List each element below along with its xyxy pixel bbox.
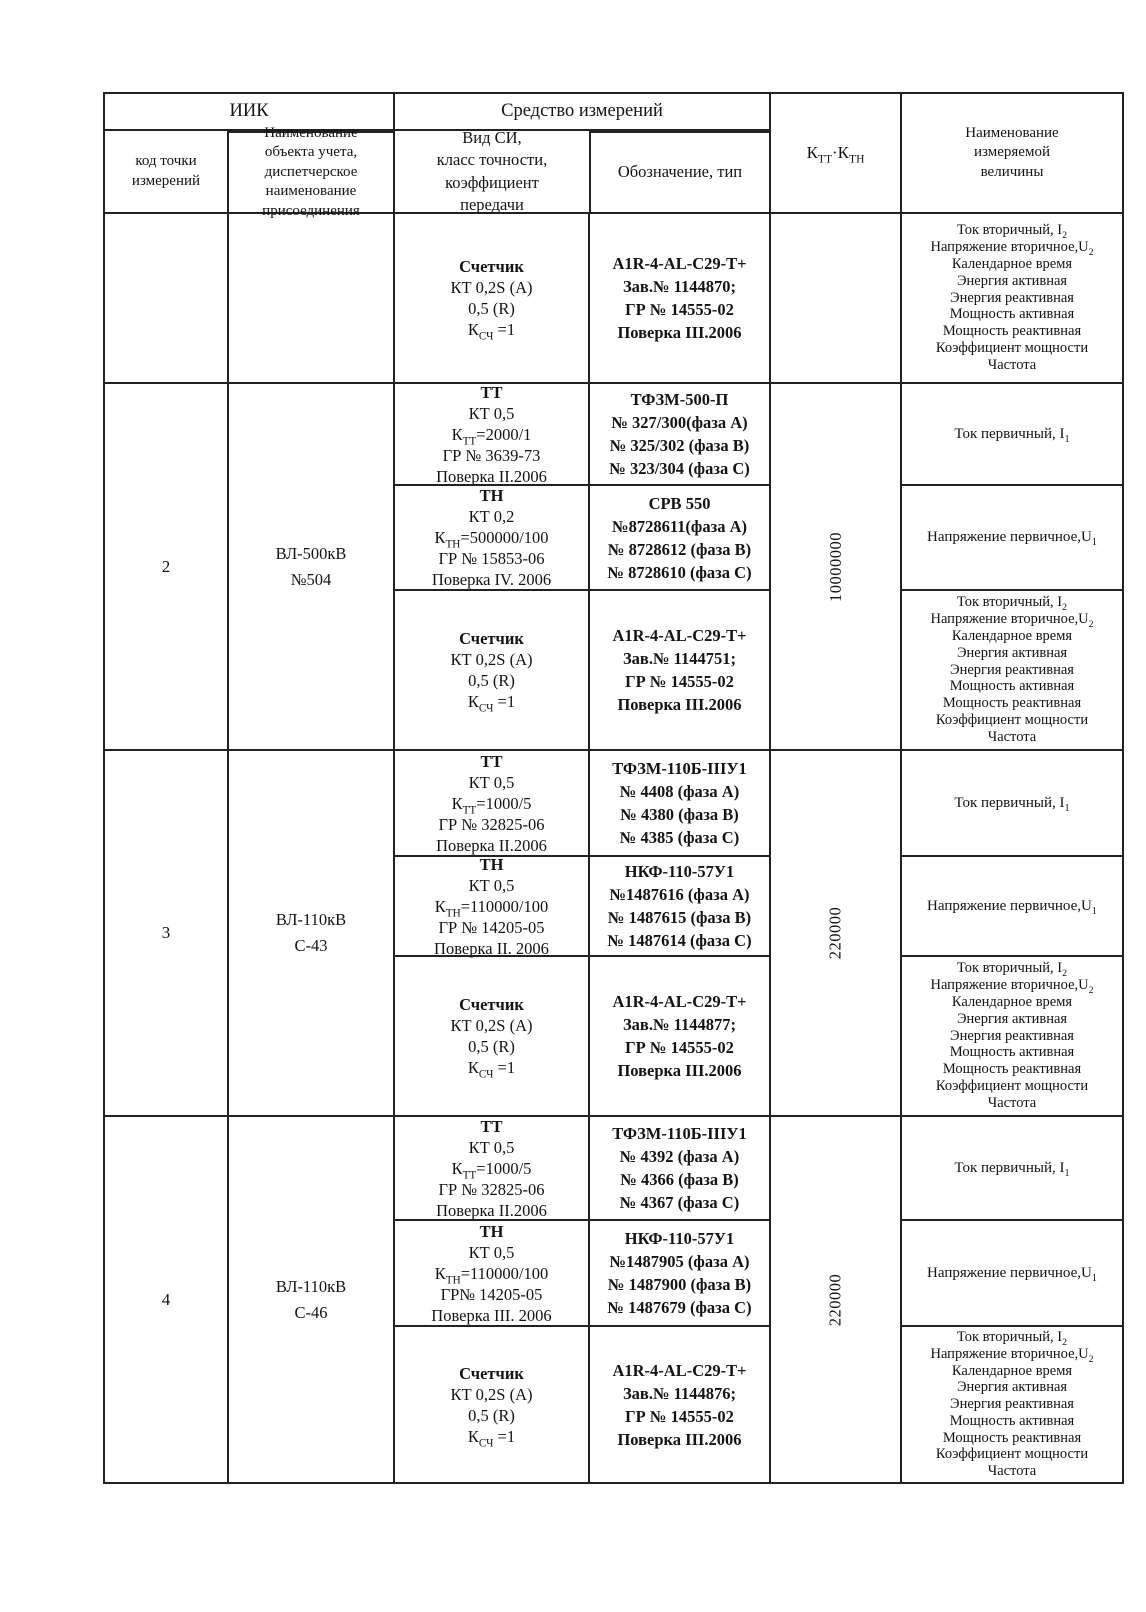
ktt-ktn-formula: КТТ·КТН [806, 143, 865, 166]
object-name: ВЛ-500кВ №504 [275, 543, 347, 589]
cell-measured-primary-current: Ток первичный, I1 [954, 1159, 1070, 1179]
object-name: ВЛ-110кВ С-43 [275, 910, 347, 955]
cell-measured-primary-current: Ток первичный, I1 [954, 425, 1070, 445]
col-si-type-b1: Счетчик КТ 0,2S (А) 0,5 (R) КСЧ =1 [393, 214, 588, 382]
cell-tn-designation: СРВ 550 №8728611(фаза А) № 8728612 (фаза В… [590, 484, 769, 589]
header-sredstvo-subrow: Вид СИ, класс точности, коэффициент пере… [395, 127, 769, 214]
cell-counter-info: Счетчик КТ 0,2S (А) 0,5 (R) КСЧ =1 [450, 257, 533, 343]
cell-object-name: ВЛ-500кВ №504 [227, 384, 393, 749]
point-code: 4 [161, 1289, 171, 1309]
cell-object-name: ВЛ-110кВ С-46 [227, 1117, 393, 1482]
cell-ktt-ktn: 220000 [769, 751, 900, 1115]
header-sredstvo: Средство измерений [501, 101, 663, 122]
metering-points-table: ИИК код точки измерений Наименование объ… [103, 92, 1124, 1484]
point-code: 2 [161, 556, 171, 576]
cell-object-empty [227, 214, 393, 382]
col-measured-b2: Ток первичный, I1 Напряжение первичное,U… [900, 384, 1122, 749]
header-iik: ИИК [229, 101, 269, 122]
cell-counter-info: Счетчик КТ 0,2S (А) 0,5 (R) КСЧ =1 [395, 1325, 588, 1482]
col-measured-b1: Ток вторичный, I2 Напряжение вторичное,U2… [900, 214, 1122, 382]
cell-point-code-empty [105, 214, 227, 382]
cell-counter-designation: А1R-4-АL-С29-Т+ Зав.№ 1144876; ГР № 14555-… [590, 1325, 769, 1482]
header-iik-subrow: код точки измерений Наименование объекта… [105, 125, 393, 219]
header-group-sredstvo: Средство измерений Вид СИ, класс точност… [393, 94, 769, 214]
cell-tt-designation: ТФЗМ-110Б-IIIУ1 № 4392 (фаза А) № 4366 (фа… [612, 1124, 747, 1212]
ktt-ktn-value: 10000000 [825, 531, 845, 602]
header-point-code: код точки измерений [131, 153, 201, 189]
cell-ktt-ktn-empty [769, 214, 900, 382]
col-designation-b2: ТФЗМ-500-П № 327/300(фаза А) № 325/302 (фа… [588, 384, 769, 749]
cell-ktt-ktn: 220000 [769, 1117, 900, 1482]
cell-tn-designation: НКФ-110-57У1 №1487905 (фаза А) № 1487900 (… [590, 1219, 769, 1325]
cell-tt-info: ТТ КТ 0,5 КТТ=1000/5 ГР № 32825-06 Поверка I… [436, 1116, 547, 1220]
cell-tn-info: ТН КТ 0,2 КТН=500000/100 ГР № 15853-06 Повер… [395, 484, 588, 589]
col-designation-b1: А1R-4-АL-С29-Т+ Зав.№ 1144870; ГР № 14555-… [588, 214, 769, 382]
cell-tn-designation: НКФ-110-57У1 №1487616 (фаза А) № 1487615 (… [590, 855, 769, 955]
cell-tt-info: ТТ КТ 0,5 КТТ=2000/1 ГР № 3639-73 Поверка II… [436, 382, 547, 486]
header-group-iik: ИИК код точки измерений Наименование объ… [105, 94, 393, 219]
cell-measured-secondary: Ток вторичный, I2 Напряжение вторичное,U2… [902, 589, 1122, 749]
cell-counter-designation: А1R-4-АL-С29-Т+ Зав.№ 1144751; ГР № 14555-… [590, 589, 769, 749]
cell-counter-info: Счетчик КТ 0,2S (А) 0,5 (R) КСЧ =1 [395, 955, 588, 1115]
measurement-block-1: Счетчик КТ 0,2S (А) 0,5 (R) КСЧ =1 А1R-4-АL… [105, 212, 1122, 382]
cell-counter-designation: А1R-4-АL-С29-Т+ Зав.№ 1144877; ГР № 14555-… [590, 955, 769, 1115]
cell-tt-designation: ТФЗМ-500-П № 327/300(фаза А) № 325/302 (фа… [609, 390, 750, 478]
ktt-ktn-value: 220000 [825, 906, 845, 960]
cell-point-code: 2 [105, 384, 227, 749]
col-measured-b3: Ток первичный, I1 Напряжение первичное,U… [900, 751, 1122, 1115]
measurement-block-2: 2 ВЛ-500кВ №504 ТТ КТ 0,5 КТТ=2000/1 ГР № 3… [105, 382, 1122, 749]
col-measured-b4: Ток первичный, I1 Напряжение первичное,U… [900, 1117, 1122, 1482]
header-ktt-ktn: КТТ·КТН [769, 94, 900, 212]
header-si-type: Вид СИ, класс точности, коэффициент пере… [436, 127, 548, 214]
col-si-type-b4: ТТ КТ 0,5 КТТ=1000/5 ГР № 32825-06 Поверка I… [393, 1117, 588, 1482]
cell-counter-designation: А1R-4-АL-С29-Т+ Зав.№ 1144870; ГР № 14555-… [612, 254, 747, 342]
measurement-block-3: 3 ВЛ-110кВ С-43 ТТ КТ 0,5 КТТ=1000/5 ГР № 3… [105, 749, 1122, 1115]
cell-measured-primary-voltage: Напряжение первичное,U1 [902, 1219, 1122, 1325]
cell-point-code: 4 [105, 1117, 227, 1482]
cell-measured-primary-current: Ток первичный, I1 [954, 794, 1070, 814]
cell-tn-info: ТН КТ 0,5 КТН=110000/100 ГР№ 14205-05 Поверк… [395, 1219, 588, 1325]
cell-measured-secondary: Ток вторичный, I2 Напряжение вторичное,U2… [930, 222, 1094, 373]
col-designation-b3: ТФЗМ-110Б-IIIУ1 № 4408 (фаза А) № 4380 (фа… [588, 751, 769, 1115]
cell-tt-info: ТТ КТ 0,5 КТТ=1000/5 ГР № 32825-06 Поверка I… [436, 751, 547, 855]
cell-tn-info: ТН КТ 0,5 КТН=110000/100 ГР № 14205-05 Повер… [395, 855, 588, 958]
cell-ktt-ktn: 10000000 [769, 384, 900, 749]
col-si-type-b3: ТТ КТ 0,5 КТТ=1000/5 ГР № 32825-06 Поверка I… [393, 751, 588, 1115]
header-object-name: Наименование объекта учета, диспетчерско… [227, 125, 393, 219]
cell-tt-designation: ТФЗМ-110Б-IIIУ1 № 4408 (фаза А) № 4380 (фа… [612, 759, 747, 847]
cell-measured-primary-voltage: Напряжение первичное,U1 [902, 855, 1122, 955]
cell-object-name: ВЛ-110кВ С-43 [227, 751, 393, 1115]
cell-measured-secondary: Ток вторичный, I2 Напряжение вторичное,U2… [902, 1325, 1122, 1482]
header-measured-quantity: Наименование измеряемой величины [900, 94, 1122, 212]
cell-counter-info: Счетчик КТ 0,2S (А) 0,5 (R) КСЧ =1 [395, 589, 588, 749]
header-designation: Обозначение, тип [588, 131, 769, 212]
cell-point-code: 3 [105, 751, 227, 1115]
table-header: ИИК код точки измерений Наименование объ… [105, 94, 1122, 219]
cell-measured-primary-voltage: Напряжение первичное,U1 [902, 484, 1122, 589]
col-si-type-b2: ТТ КТ 0,5 КТТ=2000/1 ГР № 3639-73 Поверка II… [393, 382, 588, 749]
cell-measured-secondary: Ток вторичный, I2 Напряжение вторичное,U2… [902, 955, 1122, 1115]
object-name: ВЛ-110кВ С-46 [275, 1276, 347, 1322]
ktt-ktn-value: 220000 [825, 1273, 845, 1326]
measurement-block-4: 4 ВЛ-110кВ С-46 ТТ КТ 0,5 КТТ=1000/5 ГР № 3… [105, 1115, 1122, 1482]
point-code: 3 [161, 923, 171, 942]
col-designation-b4: ТФЗМ-110Б-IIIУ1 № 4392 (фаза А) № 4366 (фа… [588, 1117, 769, 1482]
